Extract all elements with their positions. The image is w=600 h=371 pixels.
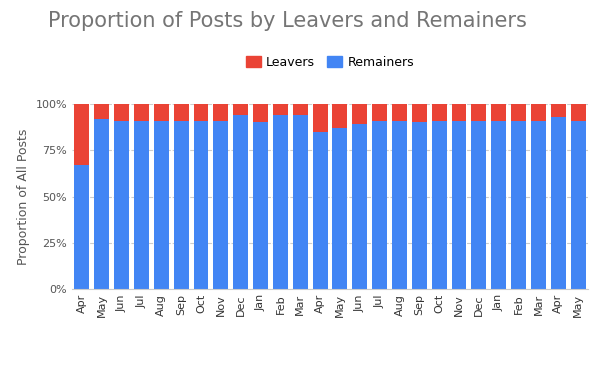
Bar [134, 121, 149, 289]
Bar [94, 119, 109, 289]
Bar [154, 121, 169, 289]
Bar [214, 121, 228, 289]
Bar [332, 128, 347, 289]
Bar [313, 132, 328, 289]
Bar [531, 104, 546, 121]
Bar [511, 104, 526, 121]
Bar [392, 121, 407, 289]
Bar [194, 104, 208, 121]
Bar [571, 121, 586, 289]
Bar [174, 104, 188, 121]
Bar [194, 121, 208, 289]
Bar [293, 104, 308, 115]
Bar [372, 121, 387, 289]
Bar [412, 104, 427, 122]
Bar [472, 104, 486, 121]
Bar [491, 121, 506, 289]
Bar [352, 124, 367, 289]
Bar [412, 122, 427, 289]
Bar [114, 121, 129, 289]
Bar [571, 104, 586, 121]
Bar [114, 104, 129, 121]
Bar [372, 104, 387, 121]
Bar [491, 104, 506, 121]
Bar [432, 121, 446, 289]
Bar [74, 165, 89, 289]
Text: Proportion of Posts by Leavers and Remainers: Proportion of Posts by Leavers and Remai… [48, 11, 527, 31]
Bar [273, 104, 288, 115]
Bar [352, 104, 367, 124]
Bar [531, 121, 546, 289]
Bar [233, 115, 248, 289]
Bar [432, 104, 446, 121]
Bar [134, 104, 149, 121]
Bar [452, 121, 466, 289]
Bar [392, 104, 407, 121]
Bar [214, 104, 228, 121]
Bar [174, 121, 188, 289]
Bar [551, 104, 566, 117]
Legend: Leavers, Remainers: Leavers, Remainers [241, 51, 419, 74]
Bar [551, 117, 566, 289]
Bar [94, 104, 109, 119]
Bar [313, 104, 328, 132]
Bar [253, 122, 268, 289]
Bar [233, 104, 248, 115]
Bar [154, 104, 169, 121]
Bar [511, 121, 526, 289]
Y-axis label: Proportion of All Posts: Proportion of All Posts [17, 128, 30, 265]
Bar [472, 121, 486, 289]
Bar [273, 115, 288, 289]
Bar [253, 104, 268, 122]
Bar [332, 104, 347, 128]
Bar [452, 104, 466, 121]
Bar [74, 104, 89, 165]
Bar [293, 115, 308, 289]
